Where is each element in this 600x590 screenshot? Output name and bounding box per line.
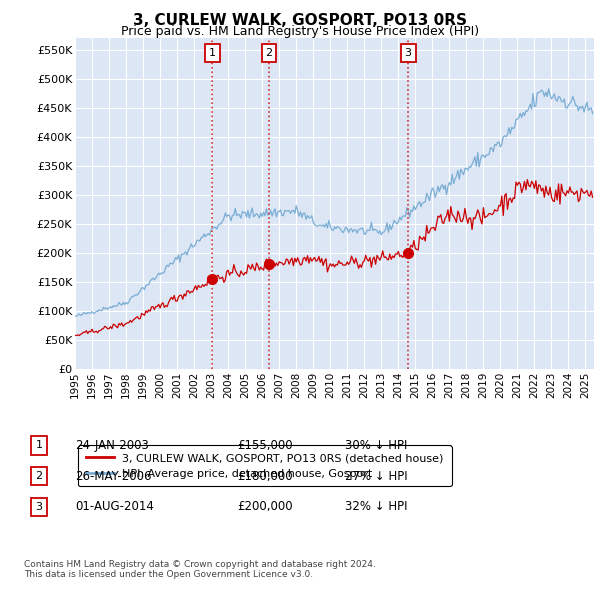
Text: £180,000: £180,000 xyxy=(237,470,293,483)
Text: 3: 3 xyxy=(404,48,412,58)
Text: 26-MAY-2006: 26-MAY-2006 xyxy=(75,470,151,483)
Text: 24-JAN-2003: 24-JAN-2003 xyxy=(75,439,149,452)
Text: 32% ↓ HPI: 32% ↓ HPI xyxy=(345,500,407,513)
Text: 3: 3 xyxy=(35,502,43,512)
Text: 01-AUG-2014: 01-AUG-2014 xyxy=(75,500,154,513)
Legend: 3, CURLEW WALK, GOSPORT, PO13 0RS (detached house), HPI: Average price, detached: 3, CURLEW WALK, GOSPORT, PO13 0RS (detac… xyxy=(78,445,452,486)
Text: 27% ↓ HPI: 27% ↓ HPI xyxy=(345,470,407,483)
Text: £155,000: £155,000 xyxy=(237,439,293,452)
Text: 1: 1 xyxy=(35,441,43,450)
Text: 1: 1 xyxy=(209,48,216,58)
Text: £200,000: £200,000 xyxy=(237,500,293,513)
Text: 2: 2 xyxy=(35,471,43,481)
Text: Contains HM Land Registry data © Crown copyright and database right 2024.
This d: Contains HM Land Registry data © Crown c… xyxy=(24,560,376,579)
Text: 3, CURLEW WALK, GOSPORT, PO13 0RS: 3, CURLEW WALK, GOSPORT, PO13 0RS xyxy=(133,13,467,28)
Text: 2: 2 xyxy=(265,48,272,58)
Text: Price paid vs. HM Land Registry's House Price Index (HPI): Price paid vs. HM Land Registry's House … xyxy=(121,25,479,38)
Text: 30% ↓ HPI: 30% ↓ HPI xyxy=(345,439,407,452)
